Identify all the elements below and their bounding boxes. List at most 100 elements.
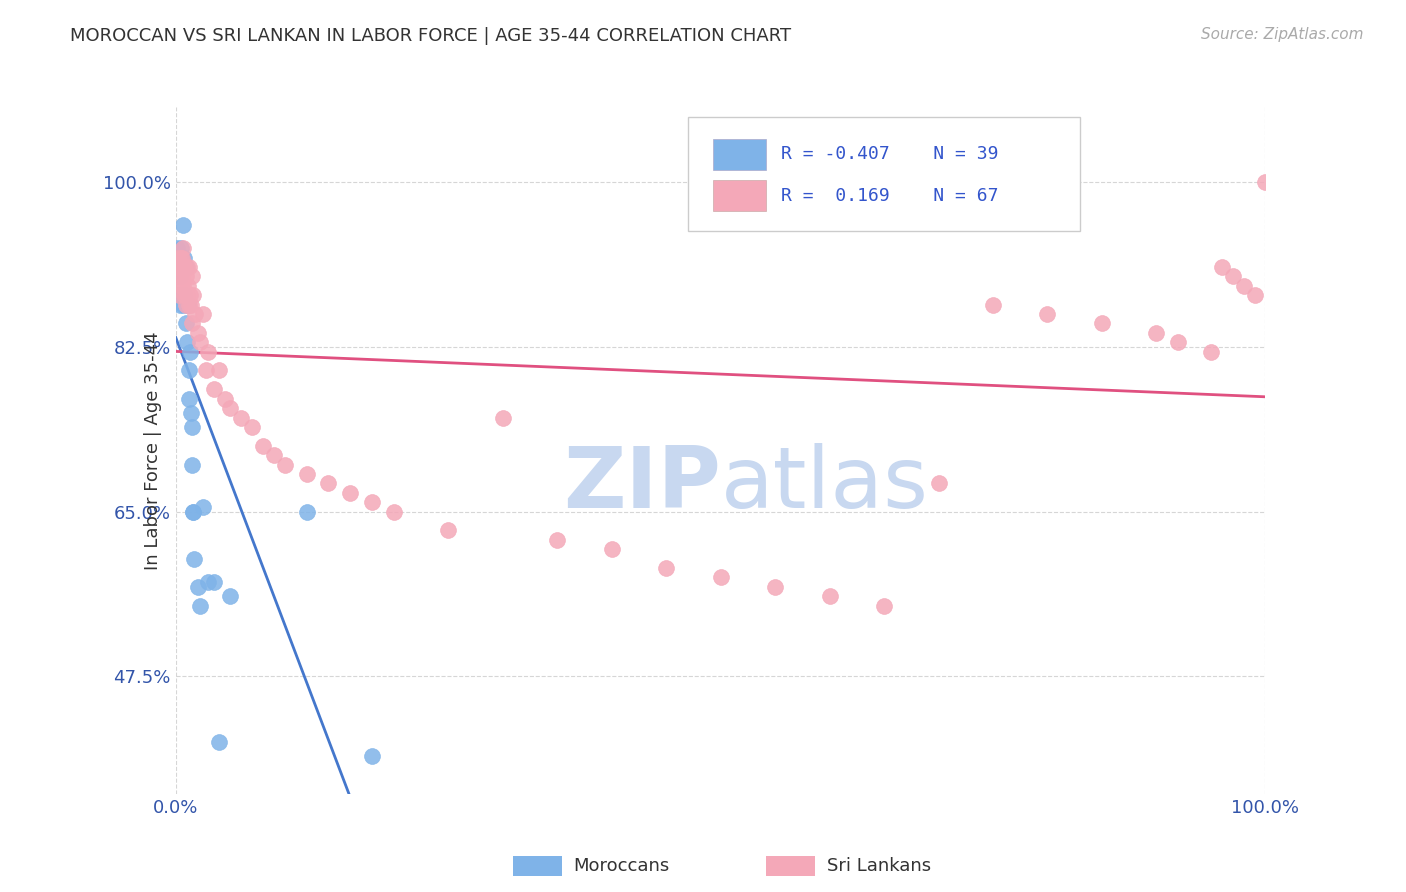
Point	[191, 500, 214, 514]
Point	[167, 269, 190, 284]
Point	[176, 288, 198, 302]
Point	[177, 392, 200, 406]
Point	[214, 392, 236, 406]
Point	[172, 251, 194, 265]
Point	[181, 458, 204, 472]
Point	[184, 307, 207, 321]
FancyBboxPatch shape	[713, 138, 766, 170]
Point	[360, 495, 382, 509]
Point	[166, 241, 188, 255]
Point	[177, 260, 200, 274]
Point	[197, 344, 219, 359]
Point	[179, 344, 201, 359]
Point	[1091, 317, 1114, 331]
Point	[437, 524, 460, 538]
Point	[174, 317, 197, 331]
Point	[1211, 260, 1233, 274]
Point	[1254, 175, 1277, 189]
Point	[382, 505, 405, 519]
Point	[167, 288, 190, 302]
Point	[195, 363, 218, 377]
Point	[252, 439, 274, 453]
Point	[180, 298, 202, 312]
Point	[240, 420, 263, 434]
Point	[177, 363, 200, 377]
Point	[710, 570, 733, 584]
Text: Sri Lankans: Sri Lankans	[827, 857, 931, 875]
Point	[172, 251, 194, 265]
Point	[170, 278, 193, 293]
Point	[186, 580, 209, 594]
Point	[173, 288, 195, 302]
FancyBboxPatch shape	[713, 180, 766, 211]
Point	[172, 241, 194, 255]
Point	[197, 575, 219, 590]
Point	[208, 363, 231, 377]
Y-axis label: In Labor Force | Age 35-44: In Labor Force | Age 35-44	[143, 331, 162, 570]
Point	[177, 298, 200, 312]
Point	[981, 298, 1004, 312]
Point	[181, 420, 204, 434]
Text: R = -0.407    N = 39: R = -0.407 N = 39	[780, 145, 998, 163]
Point	[172, 260, 194, 274]
Point	[174, 260, 197, 274]
Point	[274, 458, 297, 472]
Point	[1144, 326, 1167, 340]
Point	[172, 269, 194, 284]
Point	[181, 505, 204, 519]
Point	[179, 288, 201, 302]
Text: atlas: atlas	[721, 443, 928, 526]
Point	[655, 561, 678, 575]
Point	[188, 599, 211, 613]
Point	[295, 467, 318, 481]
Text: Source: ZipAtlas.com: Source: ZipAtlas.com	[1201, 27, 1364, 42]
Point	[173, 251, 195, 265]
Point	[183, 551, 205, 566]
Point	[170, 260, 193, 274]
Point	[170, 288, 193, 302]
Point	[360, 749, 382, 764]
Point	[172, 260, 194, 274]
Point	[167, 251, 190, 265]
Text: R =  0.169    N = 67: R = 0.169 N = 67	[780, 186, 998, 204]
Point	[166, 260, 188, 274]
Point	[1199, 344, 1222, 359]
Point	[1167, 335, 1189, 350]
Point	[169, 269, 191, 284]
Point	[173, 288, 195, 302]
Point	[763, 580, 786, 594]
Point	[180, 406, 202, 420]
Point	[170, 251, 193, 265]
Point	[167, 251, 190, 265]
Point	[176, 260, 198, 274]
Point	[202, 575, 225, 590]
Point	[546, 533, 568, 547]
Point	[818, 589, 841, 603]
Text: ZIP: ZIP	[562, 443, 721, 526]
Point	[181, 288, 204, 302]
Point	[263, 448, 285, 462]
Point	[167, 288, 190, 302]
Point	[176, 335, 198, 350]
Point	[1232, 278, 1256, 293]
Point	[1222, 269, 1244, 284]
Point	[202, 382, 225, 396]
Point	[191, 307, 214, 321]
Point	[173, 260, 195, 274]
Point	[219, 401, 242, 416]
Point	[186, 326, 209, 340]
Text: Moroccans: Moroccans	[574, 857, 669, 875]
Point	[174, 298, 197, 312]
Point	[873, 599, 896, 613]
Point	[1243, 288, 1265, 302]
Point	[231, 410, 253, 425]
Point	[181, 505, 204, 519]
Point	[181, 269, 204, 284]
Point	[295, 505, 318, 519]
Point	[172, 288, 194, 302]
Point	[167, 288, 190, 302]
Point	[928, 476, 950, 491]
Point	[172, 218, 194, 232]
Point	[600, 542, 623, 557]
Point	[181, 317, 204, 331]
